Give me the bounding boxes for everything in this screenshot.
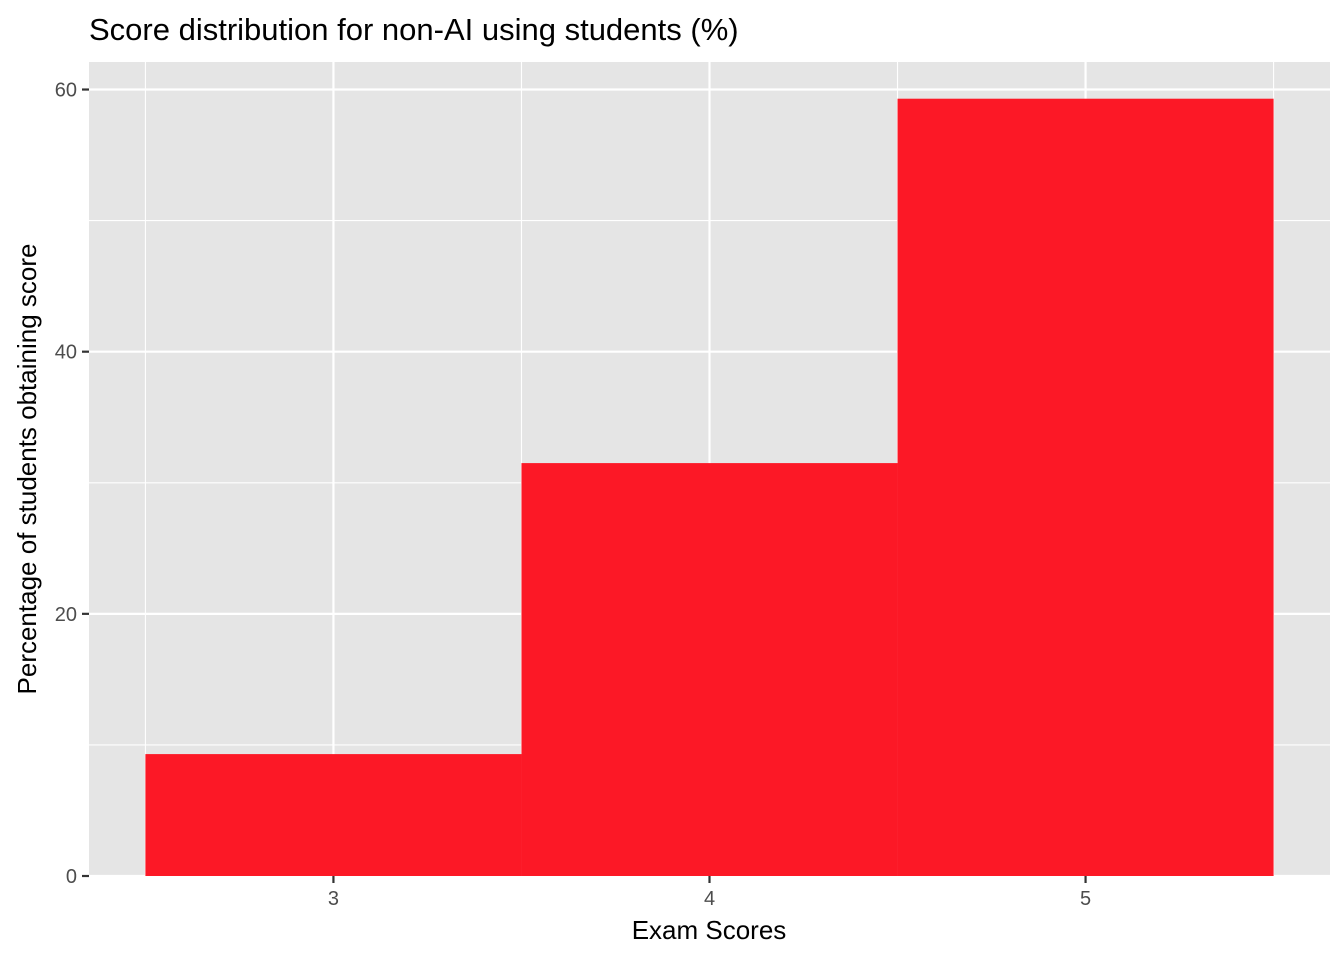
x-axis: 3 4 5 xyxy=(328,876,1091,910)
bar-score-4 xyxy=(521,463,898,876)
chart-title: Score distribution for non-AI using stud… xyxy=(89,12,739,47)
x-tick-label: 4 xyxy=(704,888,715,910)
bars xyxy=(145,98,1274,877)
x-tick-label: 5 xyxy=(1080,888,1091,910)
y-axis-title: Percentage of students obtaining score xyxy=(12,244,42,695)
bar-score-5 xyxy=(897,98,1274,877)
x-tick-label: 3 xyxy=(328,888,339,910)
y-tick-label: 40 xyxy=(55,342,77,364)
y-axis: 0 20 40 60 xyxy=(55,80,89,888)
x-axis-title: Exam Scores xyxy=(632,915,787,945)
y-tick-label: 20 xyxy=(55,604,77,626)
bar-score-3 xyxy=(145,754,522,876)
y-tick-label: 0 xyxy=(66,866,77,888)
y-tick-label: 60 xyxy=(55,80,77,102)
